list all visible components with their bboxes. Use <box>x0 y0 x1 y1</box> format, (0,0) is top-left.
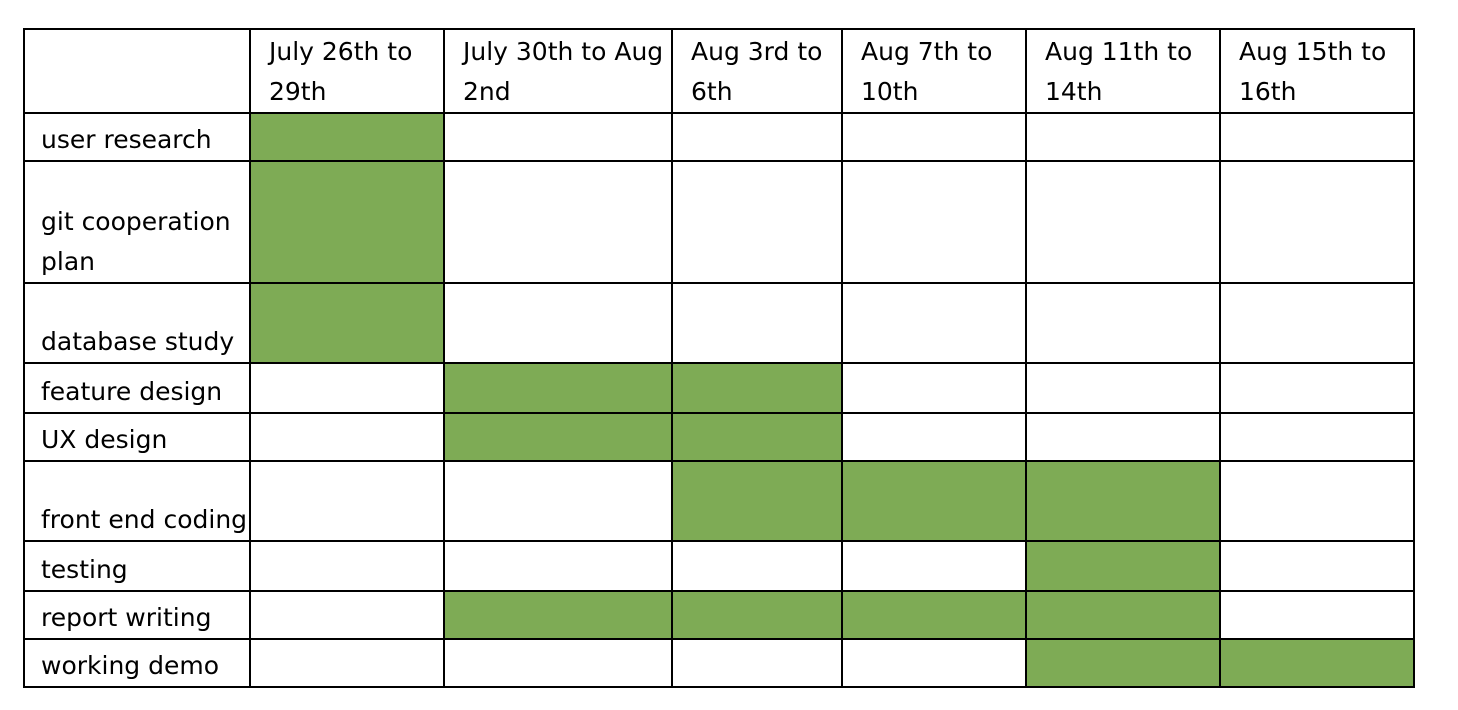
schedule-cell <box>1025 638 1221 688</box>
task-name: git cooperation plan <box>23 160 251 284</box>
schedule-cell <box>671 282 843 364</box>
schedule-cell <box>841 638 1027 688</box>
schedule-cell <box>443 540 673 592</box>
schedule-cell <box>671 638 843 688</box>
schedule-cell <box>841 362 1027 414</box>
schedule-cell <box>841 460 1027 542</box>
schedule-cell <box>1219 112 1415 162</box>
schedule-cell <box>671 460 843 542</box>
schedule-cell <box>443 282 673 364</box>
header-row: July 26th to 29th July 30th to Aug 2nd A… <box>23 28 1415 114</box>
period-header: Aug 11th to 14th <box>1025 28 1221 114</box>
schedule-cell <box>443 412 673 462</box>
schedule-cell <box>1219 590 1415 640</box>
schedule-cell <box>1025 412 1221 462</box>
schedule-cell <box>249 460 445 542</box>
schedule-cell <box>443 160 673 284</box>
schedule-cell <box>671 590 843 640</box>
schedule-cell <box>1219 160 1415 284</box>
schedule-cell <box>671 112 843 162</box>
task-name: working demo <box>23 638 251 688</box>
schedule-cell <box>249 590 445 640</box>
task-name: database study <box>23 282 251 364</box>
schedule-cell <box>249 540 445 592</box>
schedule-cell <box>443 460 673 542</box>
schedule-cell <box>841 282 1027 364</box>
schedule-cell <box>1025 460 1221 542</box>
task-row: git cooperation plan <box>23 160 1415 284</box>
period-header: Aug 15th to 16th <box>1219 28 1415 114</box>
task-row: testing <box>23 540 1415 592</box>
schedule-cell <box>249 160 445 284</box>
task-name: report writing <box>23 590 251 640</box>
task-name: front end coding <box>23 460 251 542</box>
schedule-cell <box>1025 282 1221 364</box>
schedule-cell <box>671 362 843 414</box>
schedule-cell <box>1219 282 1415 364</box>
schedule-cell <box>443 638 673 688</box>
task-name: feature design <box>23 362 251 414</box>
schedule-cell <box>1025 112 1221 162</box>
task-row: working demo <box>23 638 1415 688</box>
schedule-cell <box>443 590 673 640</box>
schedule-cell <box>249 282 445 364</box>
schedule-cell <box>841 412 1027 462</box>
period-header: Aug 3rd to 6th <box>671 28 843 114</box>
schedule-cell <box>1219 362 1415 414</box>
schedule-cell <box>443 112 673 162</box>
schedule-cell <box>1025 590 1221 640</box>
schedule-cell <box>841 160 1027 284</box>
schedule-cell <box>1219 638 1415 688</box>
task-name: user research <box>23 112 251 162</box>
task-row: report writing <box>23 590 1415 640</box>
task-row: user research <box>23 112 1415 162</box>
schedule-cell <box>1025 160 1221 284</box>
schedule-cell <box>1219 540 1415 592</box>
schedule-cell <box>249 412 445 462</box>
schedule-cell <box>671 412 843 462</box>
task-name: UX design <box>23 412 251 462</box>
schedule-cell <box>671 540 843 592</box>
task-row: front end coding <box>23 460 1415 542</box>
corner-cell <box>23 28 251 114</box>
period-header: July 26th to 29th <box>249 28 445 114</box>
schedule-cell <box>1219 412 1415 462</box>
task-name: testing <box>23 540 251 592</box>
schedule-cell <box>841 540 1027 592</box>
task-row: feature design <box>23 362 1415 414</box>
schedule-cell <box>249 112 445 162</box>
task-row: database study <box>23 282 1415 364</box>
schedule-cell <box>841 112 1027 162</box>
schedule-cell <box>1025 540 1221 592</box>
schedule-cell <box>671 160 843 284</box>
schedule-cell <box>1219 460 1415 542</box>
period-header: Aug 7th to 10th <box>841 28 1027 114</box>
task-row: UX design <box>23 412 1415 462</box>
period-header: July 30th to Aug 2nd <box>443 28 673 114</box>
schedule-cell <box>443 362 673 414</box>
schedule-cell <box>1025 362 1221 414</box>
schedule-cell <box>841 590 1027 640</box>
schedule-cell <box>249 638 445 688</box>
schedule-cell <box>249 362 445 414</box>
schedule-table: July 26th to 29th July 30th to Aug 2nd A… <box>23 28 1415 688</box>
